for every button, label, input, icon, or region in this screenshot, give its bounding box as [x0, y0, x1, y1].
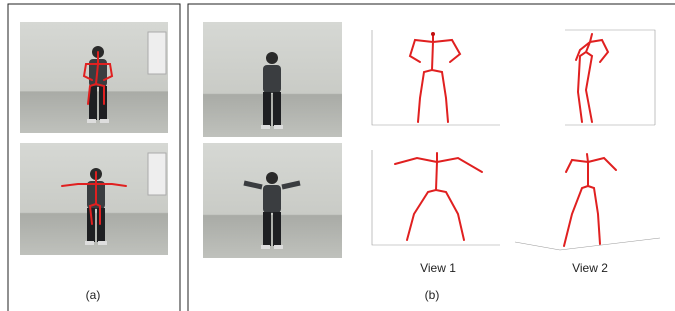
- photo: [203, 143, 342, 258]
- skeleton-plot: [372, 150, 500, 245]
- panel-caption: (b): [425, 288, 440, 302]
- skeleton-plot: [372, 30, 500, 125]
- skeleton-plot: [565, 30, 655, 125]
- skeleton-plot: [515, 154, 660, 250]
- view-label: View 1: [420, 261, 456, 275]
- photo: [20, 22, 168, 133]
- figure: View 1 View 2 (a) (b): [0, 0, 675, 311]
- panel-caption: (a): [86, 288, 101, 302]
- photo: [20, 143, 168, 255]
- photo: [203, 22, 342, 137]
- view-label: View 2: [572, 261, 608, 275]
